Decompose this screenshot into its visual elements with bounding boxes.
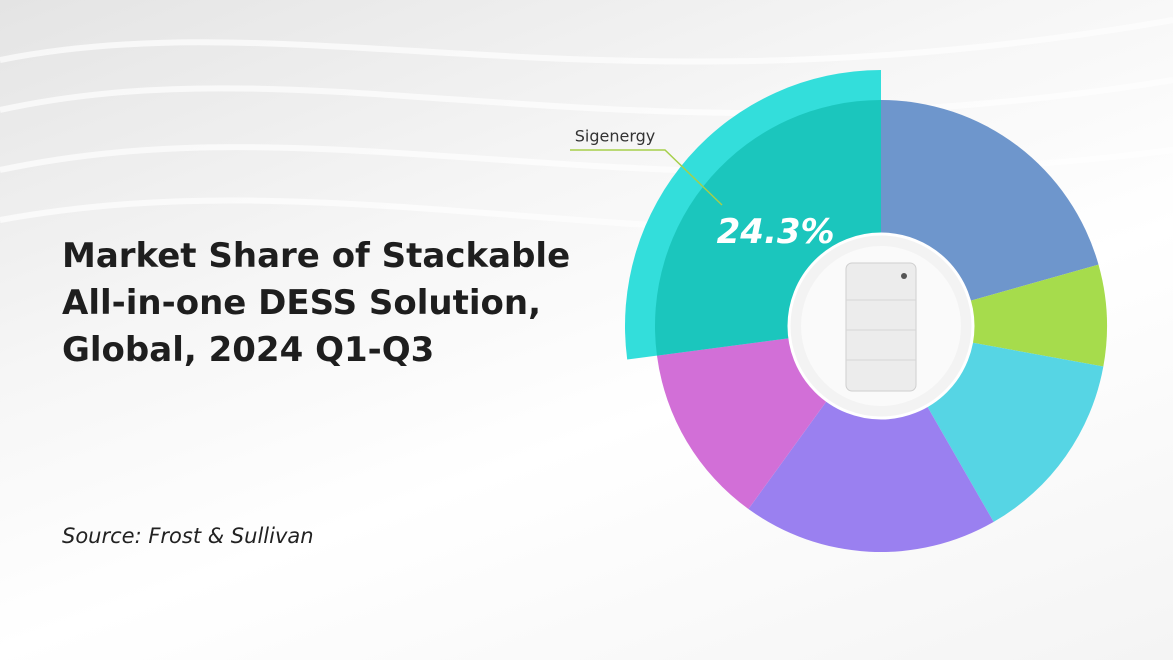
- value-label: 24.3%: [717, 212, 835, 252]
- slice: [748, 326, 994, 552]
- source-note: Source: Frost & Sullivan: [62, 524, 314, 548]
- center-product: [787, 232, 975, 420]
- slice: [881, 264, 1108, 367]
- leader-line: [570, 149, 723, 206]
- category-label: Sigenergy: [575, 127, 656, 146]
- chart-title: Market Share of Stackable All-in-one DES…: [62, 236, 571, 370]
